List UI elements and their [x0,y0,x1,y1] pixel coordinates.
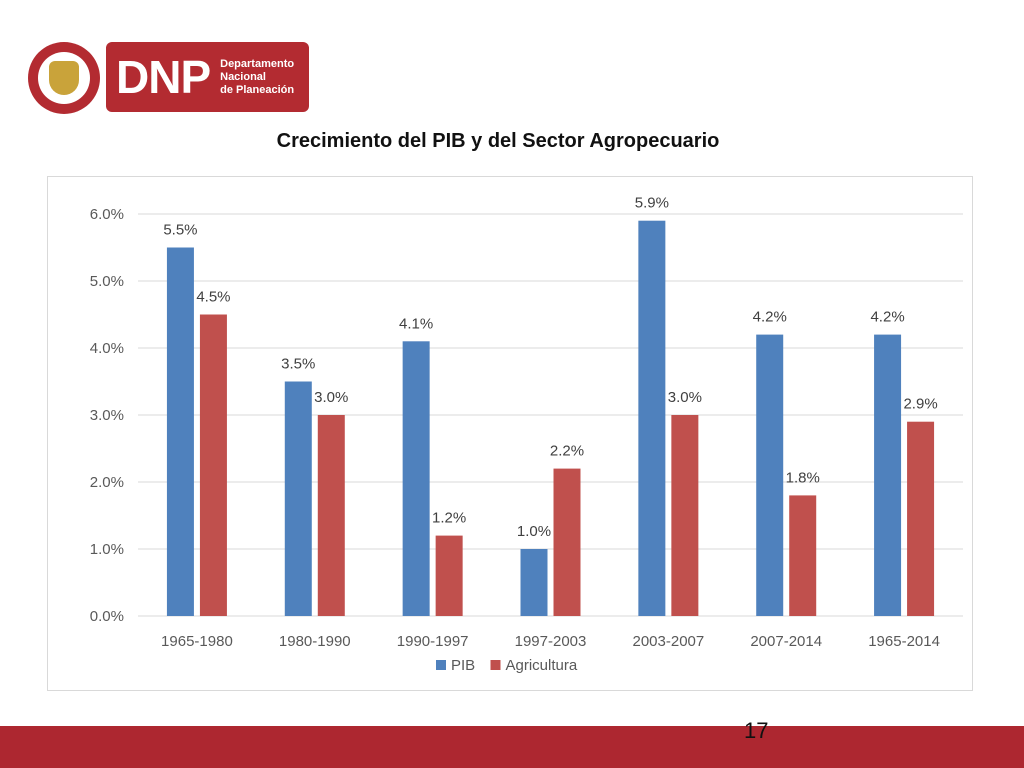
page-number: 17 [744,718,769,743]
y-tick-label: 4.0% [90,340,124,357]
data-label: 1.0% [517,523,551,540]
bar-agricultura-1997-2003 [553,468,581,616]
y-tick-label: 0.0% [90,608,124,625]
legend-label-pib: PIB [451,657,475,674]
bar-pib-1965-2014 [874,334,902,616]
colombia-seal-icon [28,42,100,114]
data-label: 5.9% [635,195,669,212]
legend-label-agricultura: Agricultura [506,657,578,674]
x-tick-label: 1990-1997 [397,633,469,650]
bar-agricultura-1990-1997 [435,535,463,616]
brand-text: DNP [116,51,211,103]
x-tick-label: 1997-2003 [515,633,587,650]
bar-agricultura-1965-1980 [199,314,227,616]
data-label: 4.5% [196,289,230,306]
bar-pib-1990-1997 [402,341,430,616]
dnp-brand-box: DNP Departamento Nacional de Planeación [106,42,309,112]
data-label: 4.2% [870,309,904,326]
y-tick-label: 3.0% [90,407,124,424]
chart-frame: 0.0% 1.0% 2.0% 3.0% 4.0% 5.0% 6.0% 5.5% 4.5% 1965… [47,176,973,691]
bar-chart: 0.0% 1.0% 2.0% 3.0% 4.0% 5.0% 6.0% 5.5% 4.5% 1965… [90,195,963,674]
x-tick-label: 1965-1980 [161,633,233,650]
brand-subtitle: Departamento Nacional de Planeación [220,57,295,96]
bar-pib-1997-2003 [520,549,548,616]
x-tick-label: 1965-2014 [868,633,940,650]
data-label: 4.1% [399,315,433,332]
data-label: 5.5% [163,222,197,239]
x-tick-label: 1980-1990 [279,633,351,650]
bar-pib-1980-1990 [284,381,312,616]
y-tick-label: 2.0% [90,474,124,491]
y-tick-label: 5.0% [90,273,124,290]
y-tick-label: 1.0% [90,541,124,558]
data-label: 3.0% [314,389,348,406]
data-label: 4.2% [753,309,787,326]
footer-bar [0,726,1024,768]
bar-agricultura-1980-1990 [317,415,345,616]
y-tick-label: 6.0% [90,206,124,223]
data-label: 2.2% [550,443,584,460]
bar-agricultura-1965-2014 [907,421,935,616]
data-label: 1.2% [432,510,466,527]
data-label: 2.9% [903,396,937,413]
dnp-logo: DNP Departamento Nacional de Planeación [28,40,312,114]
bar-pib-2003-2007 [638,220,666,616]
x-tick-label: 2007-2014 [750,633,822,650]
legend-swatch-pib [436,660,446,670]
bar-agricultura-2007-2014 [789,495,817,616]
bar-agricultura-2003-2007 [671,415,699,616]
bar-pib-1965-1980 [166,247,194,616]
bar-pib-2007-2014 [756,334,784,616]
data-label: 1.8% [786,469,820,486]
page-title: Crecimiento del PIB y del Sector Agropec… [276,130,720,152]
legend-swatch-agricultura [490,660,501,670]
data-label: 3.0% [668,389,702,406]
data-label: 3.5% [281,356,315,373]
x-tick-label: 2003-2007 [632,633,704,650]
